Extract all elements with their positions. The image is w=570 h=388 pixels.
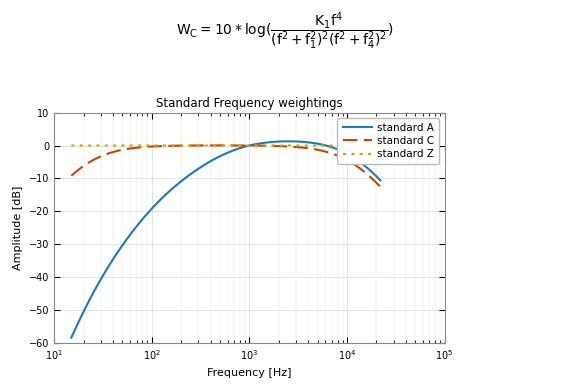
standard Z	[121, 143, 128, 148]
standard A	[285, 139, 292, 144]
standard A	[377, 178, 384, 183]
standard C	[121, 147, 128, 152]
standard C	[200, 143, 207, 148]
standard C	[371, 178, 378, 183]
standard Z	[103, 143, 110, 148]
standard A	[103, 267, 110, 272]
standard Z	[377, 143, 384, 148]
Y-axis label: Amplitude [dB]: Amplitude [dB]	[13, 186, 23, 270]
standard A	[121, 239, 128, 244]
Title: Standard Frequency weightings: Standard Frequency weightings	[156, 97, 343, 110]
standard C	[217, 143, 223, 148]
Line: standard A: standard A	[71, 141, 380, 338]
standard C	[103, 152, 110, 156]
standard A	[371, 172, 378, 177]
Legend: standard A, standard C, standard Z: standard A, standard C, standard Z	[337, 118, 439, 165]
standard Z	[371, 143, 378, 148]
standard Z	[337, 143, 344, 148]
standard C	[186, 143, 193, 148]
standard Z	[68, 143, 75, 148]
standard A	[200, 163, 207, 168]
standard C	[68, 173, 75, 178]
standard Z	[200, 143, 207, 148]
standard Z	[186, 143, 193, 148]
Line: standard C: standard C	[71, 146, 380, 187]
standard A	[68, 335, 75, 340]
standard C	[377, 184, 384, 189]
standard C	[338, 155, 345, 159]
standard A	[186, 172, 193, 177]
X-axis label: Frequency [Hz]: Frequency [Hz]	[207, 367, 292, 378]
standard A	[338, 149, 345, 153]
Text: $\mathrm{W_C = 10 * log(}$$\dfrac{\mathrm{K_1 f^4}}{\mathrm{(f^2 + f_1^2)^2(f^2 : $\mathrm{W_C = 10 * log(}$$\dfrac{\mathr…	[176, 10, 394, 52]
